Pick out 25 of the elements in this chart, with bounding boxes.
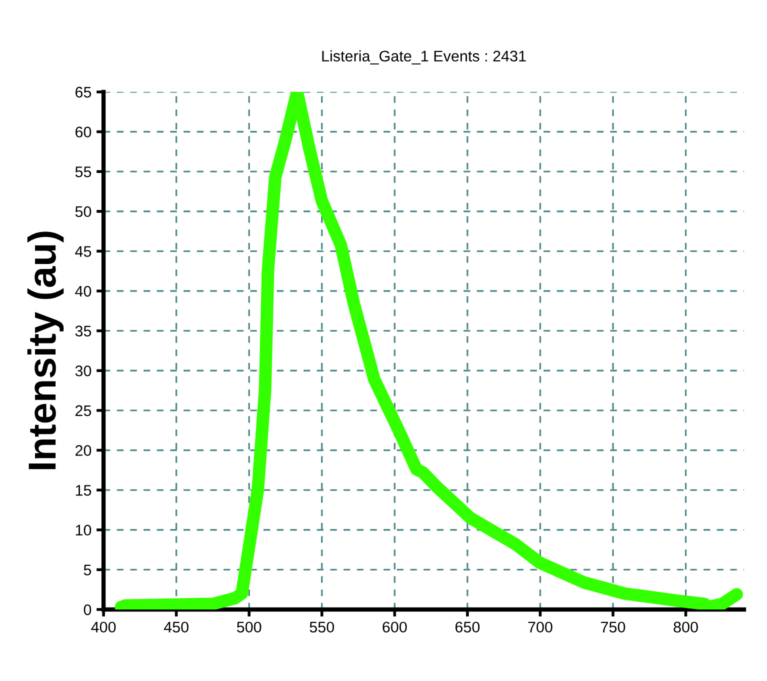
y-tick-label: 20 <box>76 445 92 456</box>
y-tick-label: 45 <box>75 246 92 257</box>
x-tick-label: 450 <box>164 622 188 633</box>
y-tick-label: 50 <box>75 206 92 218</box>
y-tick-label: 5 <box>84 564 92 576</box>
y-tick-label: 35 <box>75 326 92 336</box>
chart-title: Listeria_Gate_1 Events : 2431 <box>322 50 526 64</box>
y-tick-label: 10 <box>76 524 92 536</box>
x-tick-label: 700 <box>528 622 552 633</box>
y-tick-label: 30 <box>75 365 92 376</box>
y-tick-label: 55 <box>75 166 92 178</box>
x-tick-label: 600 <box>382 622 407 633</box>
y-tick-label: 40 <box>75 286 92 297</box>
y-tick-label: 0 <box>84 604 92 616</box>
y-tick-label: 65 <box>76 86 92 98</box>
y-tick-label: 60 <box>76 126 92 138</box>
x-tick-label: 750 <box>601 622 626 633</box>
x-tick-label: 650 <box>455 622 480 633</box>
y-tick-label: 15 <box>76 485 92 496</box>
x-tick-label: 500 <box>236 622 262 633</box>
y-tick-label: 25 <box>76 405 92 416</box>
x-tick-label: 800 <box>674 622 698 633</box>
x-tick-label: 550 <box>310 622 334 633</box>
y-axis-title: Intensity (au) <box>27 232 64 470</box>
x-tick-label: 400 <box>91 622 116 633</box>
